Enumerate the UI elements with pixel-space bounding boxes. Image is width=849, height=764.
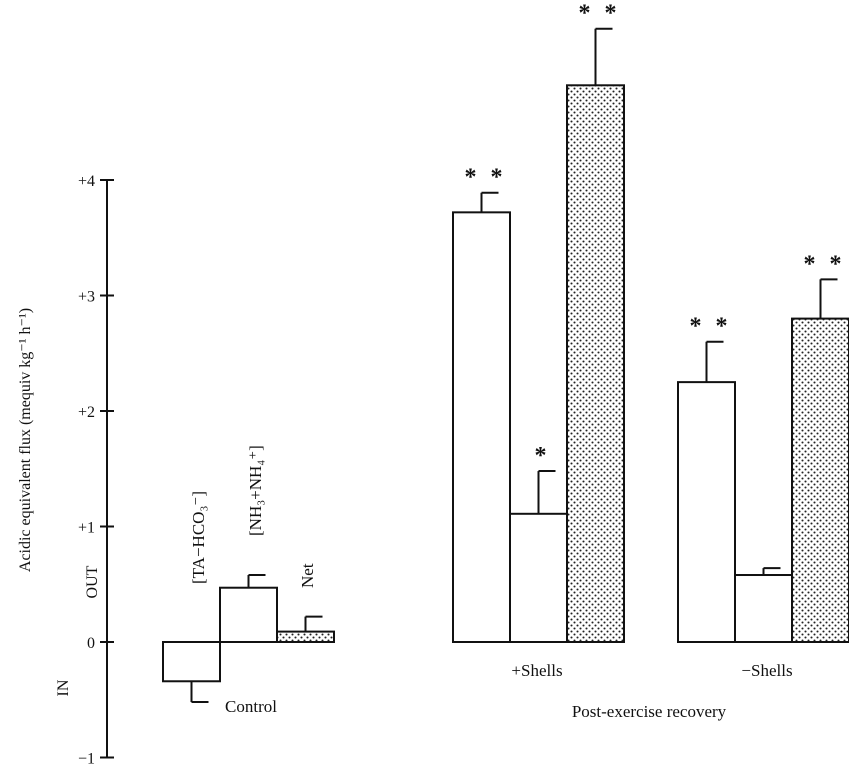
- significance-star: * *: [804, 251, 846, 277]
- y-tick-label: 0: [87, 635, 95, 652]
- bar-1-1: [509, 512, 568, 643]
- bar-2-2: [791, 317, 849, 643]
- bar-label-ta-hco3: [TA−HCO₃⁻]: [189, 491, 208, 584]
- group-label-control: Control: [225, 697, 277, 716]
- bar-0-1: [219, 586, 278, 644]
- y-tick-label: +3: [78, 289, 95, 306]
- bars: [162, 84, 849, 683]
- error-bars: [190, 27, 838, 704]
- group-label-plus-shells: +Shells: [511, 661, 562, 680]
- y-tick-label: +1: [78, 520, 95, 537]
- significance-star: * *: [690, 314, 732, 340]
- significance-star: *: [535, 443, 551, 469]
- y-axis-title: Acidic equivalent flux (mequiv kg⁻¹ h⁻¹): [17, 308, 34, 572]
- bar-1-2: [566, 84, 625, 644]
- group-label-minus-shells: −Shells: [741, 661, 792, 680]
- bar-0-2: [276, 630, 335, 643]
- in-direction-label: IN: [55, 679, 72, 696]
- y-tick-label: +4: [78, 173, 95, 190]
- out-direction-label: OUT: [84, 565, 101, 598]
- bar-2-1: [734, 574, 793, 644]
- significance-star: * *: [465, 165, 507, 191]
- bar-1-0: [452, 211, 511, 643]
- significance-markers: * * * * * * * * *: [465, 1, 846, 469]
- bar-label-nh3-nh4: [NH₃+NH₄⁺]: [246, 445, 265, 536]
- y-tick-label: −1: [78, 751, 95, 764]
- significance-star: * *: [579, 1, 621, 27]
- bar-label-net: Net: [298, 563, 317, 588]
- bar-0-0: [162, 641, 221, 683]
- y-axis-ticks: +4 +3 +2 +1 0 −1: [78, 173, 114, 764]
- y-tick-label: +2: [78, 404, 95, 421]
- bar-2-0: [677, 381, 736, 643]
- post-exercise-recovery-label: Post-exercise recovery: [572, 702, 727, 721]
